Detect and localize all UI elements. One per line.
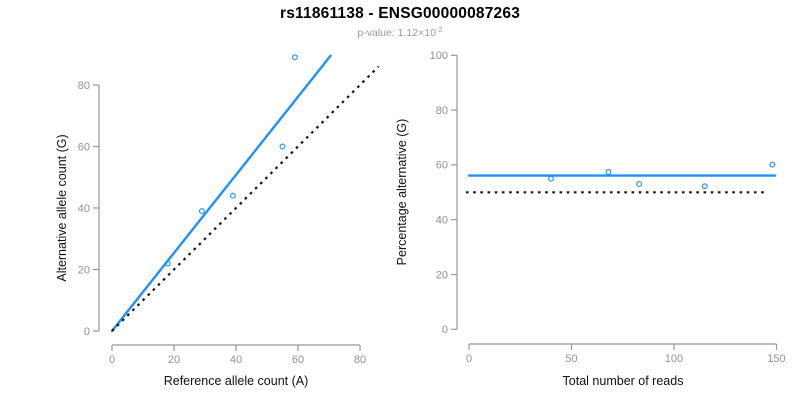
y-tick-label: 100 [430, 50, 448, 62]
x-tick-label: 20 [168, 354, 180, 366]
x-tick-label: 100 [665, 353, 683, 365]
y-tick-label: 20 [78, 264, 90, 276]
right-plot: 0 20 40 60 80 100 0 50 100 150 Total number of rea… [395, 50, 786, 388]
data-point [164, 260, 171, 267]
data-point [291, 54, 298, 61]
identity-diagonal-line [111, 65, 380, 332]
data-point [229, 192, 236, 199]
y-axis-label: Percentage alternative (G) [395, 119, 409, 266]
pvalue-text: p-value: 1.12×10 [357, 27, 436, 39]
x-tick-label: 60 [292, 354, 304, 366]
data-point [548, 175, 554, 182]
y-tick-label: 40 [78, 203, 90, 215]
y-axis-label: Alternative allele count (G) [55, 134, 69, 281]
y-tick-label: 40 [436, 215, 448, 227]
y-tick-label: 0 [84, 326, 90, 338]
data-point [279, 143, 286, 150]
data-point [769, 161, 776, 168]
regression-fit-line [110, 54, 332, 333]
left-plot: 0 20 40 60 80 0 20 40 60 80 Reference allele count… [55, 54, 380, 388]
x-tick-label: 0 [466, 353, 472, 365]
data-point [701, 183, 708, 190]
data-point [198, 208, 205, 215]
y-tick-label: 0 [442, 324, 448, 336]
figure-title: rs11861138 - ENSG00000087263 [279, 5, 521, 22]
x-tick-label: 150 [767, 353, 785, 365]
y-tick-label: 80 [436, 105, 448, 117]
x-axis-label: Reference allele count (A) [164, 374, 309, 388]
y-tick-label: 20 [436, 269, 448, 281]
data-point [636, 181, 643, 188]
y-tick-label: 60 [436, 160, 448, 172]
data-point [605, 169, 612, 175]
pvalue-exponent: -2 [435, 25, 443, 34]
y-tick-label: 80 [78, 80, 90, 92]
x-tick-label: 40 [230, 354, 242, 366]
x-axis-label: Total number of reads [563, 374, 684, 388]
x-tick-label: 80 [354, 354, 366, 366]
x-tick-label: 50 [565, 353, 577, 365]
figure-subtitle: p-value: 1.12×10-2 [0, 25, 800, 39]
x-tick-label: 0 [109, 354, 115, 366]
y-tick-label: 60 [78, 141, 90, 153]
